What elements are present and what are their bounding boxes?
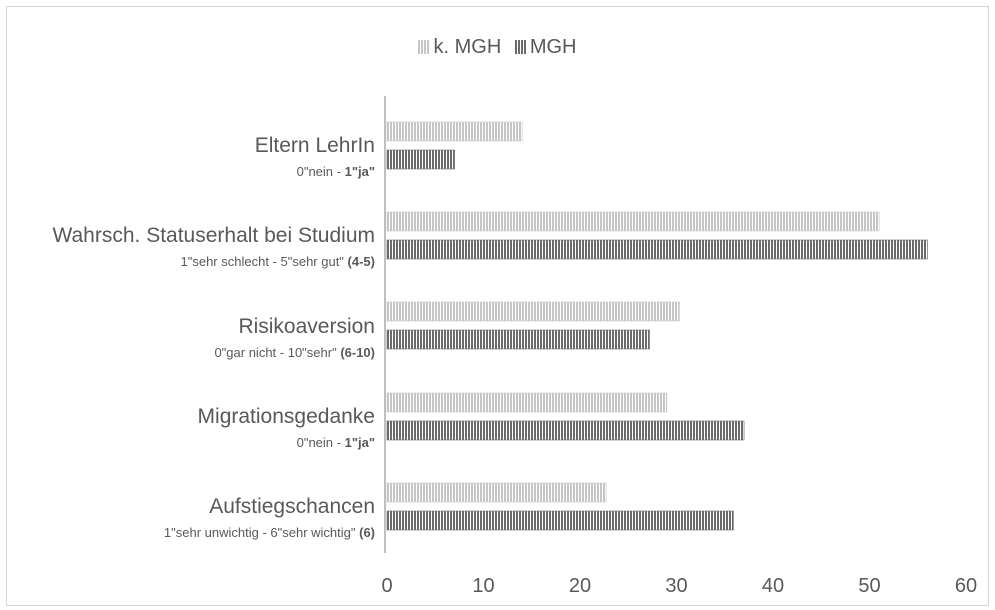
bar-k-mgh-aufstiegschancen bbox=[386, 482, 607, 503]
category-label-eltern-lehrin: Eltern LehrIn 0"nein - 1"ja" bbox=[255, 133, 375, 181]
legend-label-mgh: MGH bbox=[529, 36, 577, 58]
category-label-migrationsgedanke: Migrationsgedanke 0"nein - 1"ja" bbox=[198, 404, 375, 452]
category-scale: 0"nein - 1"ja" bbox=[296, 164, 375, 179]
bar-k-mgh-migrationsgedanke bbox=[386, 392, 668, 413]
bar-mgh-risikoaversion bbox=[386, 329, 650, 350]
legend-item-mgh: MGH bbox=[514, 36, 577, 59]
bar-k-mgh-risikoaversion bbox=[386, 301, 680, 322]
category-title: Eltern LehrIn bbox=[254, 134, 375, 157]
bar-k-mgh-wahrsch-statuserhalt-bei-studium bbox=[386, 211, 880, 232]
bar-mgh-migrationsgedanke bbox=[386, 420, 745, 441]
legend-label-k-mgh: k. MGH bbox=[433, 36, 502, 58]
legend-swatch-mgh bbox=[514, 40, 527, 54]
legend: k. MGH MGH bbox=[0, 36, 995, 59]
bar-mgh-wahrsch-statuserhalt-bei-studium bbox=[386, 239, 928, 260]
category-label-risikoaversion: Risikoaversion 0"gar nicht - 10"sehr" (6… bbox=[214, 314, 375, 362]
category-title: Aufstiegschancen bbox=[209, 495, 375, 518]
category-title: Risikoaversion bbox=[238, 315, 375, 338]
bar-mgh-aufstiegschancen bbox=[386, 510, 734, 531]
category-title: Wahrsch. Statuserhalt bei Studium bbox=[52, 224, 375, 247]
x-tick-label: 0 bbox=[381, 575, 393, 597]
legend-swatch-k-mgh bbox=[418, 40, 431, 54]
category-label-statuserhalt: Wahrsch. Statuserhalt bei Studium 1"sehr… bbox=[52, 223, 375, 271]
x-tick-label: 30 bbox=[665, 575, 688, 597]
category-scale: 1"sehr unwichtig - 6"sehr wichtig" (6) bbox=[163, 525, 375, 540]
x-tick-label: 60 bbox=[954, 575, 978, 597]
bar-k-mgh-eltern-lehrin bbox=[386, 121, 523, 142]
category-title: Migrationsgedanke bbox=[197, 405, 375, 428]
x-tick-label: 50 bbox=[858, 575, 881, 597]
category-scale: 0"gar nicht - 10"sehr" (6-10) bbox=[214, 345, 375, 360]
category-scale: 0"nein - 1"ja" bbox=[296, 435, 375, 450]
bar-mgh-eltern-lehrin bbox=[386, 149, 455, 170]
x-tick-label: 40 bbox=[761, 575, 785, 597]
legend-item-k-mgh: k. MGH bbox=[418, 36, 501, 59]
x-tick-label: 20 bbox=[568, 575, 592, 597]
category-scale: 1"sehr schlecht - 5"sehr gut" (4-5) bbox=[180, 254, 376, 269]
x-tick-label: 10 bbox=[472, 575, 495, 597]
category-label-aufstiegschancen: Aufstiegschancen 1"sehr unwichtig - 6"se… bbox=[164, 494, 375, 542]
